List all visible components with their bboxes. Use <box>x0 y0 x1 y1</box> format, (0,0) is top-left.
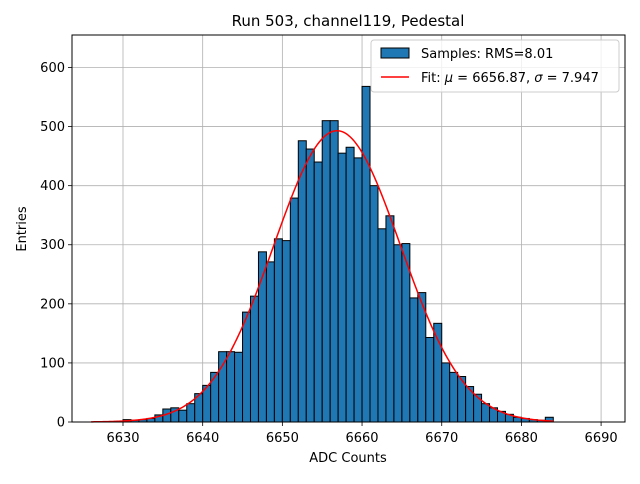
histogram-bar <box>473 393 483 423</box>
y-tick-label: 300 <box>40 238 65 253</box>
y-tick-label: 100 <box>40 356 65 371</box>
histogram-bar <box>369 185 379 423</box>
y-axis-label: Entries <box>15 206 30 252</box>
legend: Samples: RMS=8.01 Fit: μ = 6656.87, σ = … <box>370 39 620 93</box>
chart-title: Run 503, channel119, Pedestal <box>232 12 465 30</box>
x-tick-label: 6640 <box>186 431 219 446</box>
histogram-bar <box>226 351 236 423</box>
histogram-bar <box>273 238 283 423</box>
histogram-bar <box>377 228 387 423</box>
histogram-bar <box>385 215 395 423</box>
histogram-bar <box>186 403 196 423</box>
histogram-bar <box>178 409 188 423</box>
histogram-bar <box>345 146 355 423</box>
legend-fit-mu-symbol: μ <box>444 71 453 86</box>
histogram-bar <box>305 148 315 423</box>
x-tick-label: 6690 <box>585 431 618 446</box>
x-tick-label: 6650 <box>266 431 299 446</box>
legend-fit-label: Fit: μ = 6656.87, σ = 7.947 <box>421 71 599 86</box>
y-tick-label: 200 <box>40 297 65 312</box>
x-tick-label: 6660 <box>345 431 378 446</box>
legend-fit-mu-value: = 6656.87, <box>453 71 534 86</box>
legend-fit-prefix: Fit: <box>421 71 445 86</box>
histogram-bar <box>409 297 419 423</box>
x-tick-label: 6670 <box>425 431 458 446</box>
histogram-bar <box>289 197 299 423</box>
histogram-bar <box>297 140 307 423</box>
legend-fit-sigma-value: = 7.947 <box>542 71 598 86</box>
histogram-bar <box>218 351 228 423</box>
legend-samples-label: Samples: RMS=8.01 <box>421 47 553 62</box>
histogram-bar <box>361 85 371 423</box>
y-tick-label: 400 <box>40 179 65 194</box>
y-tick-label: 600 <box>40 61 65 76</box>
histogram-bar <box>281 240 291 423</box>
histogram-bars <box>114 85 554 423</box>
y-tick-label: 0 <box>57 416 65 431</box>
legend-samples-swatch <box>380 47 410 59</box>
x-tick-label: 6680 <box>505 431 538 446</box>
histogram-bar <box>425 337 435 423</box>
histogram-bar <box>249 295 259 423</box>
x-tick-label: 6630 <box>106 431 139 446</box>
histogram-bar <box>337 152 347 423</box>
histogram-bar <box>353 157 363 423</box>
x-axis-label: ADC Counts <box>309 451 387 466</box>
histogram-bar <box>481 403 491 423</box>
histogram-bar <box>265 261 275 423</box>
histogram-bar <box>321 120 331 423</box>
histogram-bar <box>329 120 339 423</box>
histogram-bar <box>441 362 451 423</box>
legend-box <box>370 39 620 93</box>
fit-curve <box>91 129 554 423</box>
histogram-bar <box>393 244 403 423</box>
plot-frame <box>71 34 626 423</box>
y-tick-label: 500 <box>40 120 65 135</box>
histogram-bar <box>449 371 459 423</box>
legend-fit-sigma-symbol: σ <box>534 71 543 86</box>
histogram-bar <box>242 311 251 423</box>
histogram-bar <box>313 161 323 423</box>
histogram-bar <box>234 351 244 423</box>
axis-ticks: 6630 6640 6650 6660 6670 6680 6690 0 100 200 300 40… <box>40 61 617 446</box>
histogram-bar <box>417 292 427 423</box>
